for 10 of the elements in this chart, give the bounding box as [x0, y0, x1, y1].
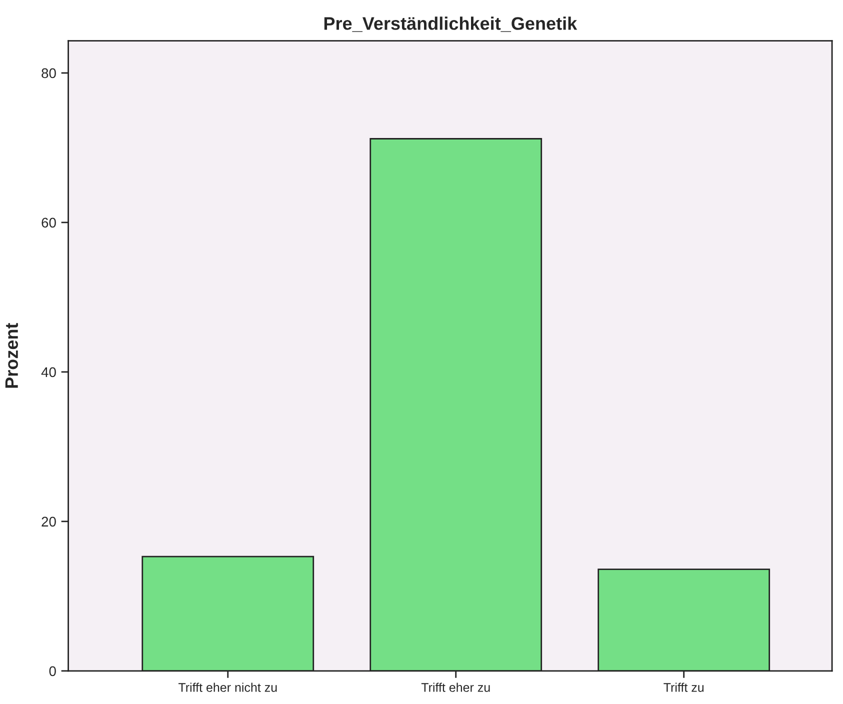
chart-title: Pre_Verständlichkeit_Genetik	[324, 16, 578, 32]
y-tick-label: 40	[41, 367, 56, 378]
y-tick-label: 80	[42, 68, 56, 78]
x-tick-label: Trifft eher nicht zu	[178, 682, 277, 692]
y-tick-label: 20	[42, 516, 56, 527]
y-tick-label: 0	[49, 666, 56, 676]
x-tick-label: Trifft eher zu	[421, 682, 490, 692]
y-tick-label: 60	[42, 218, 56, 228]
y-axis-title: Prozent	[5, 322, 18, 388]
x-tick-label: Trifft zu	[664, 682, 704, 692]
